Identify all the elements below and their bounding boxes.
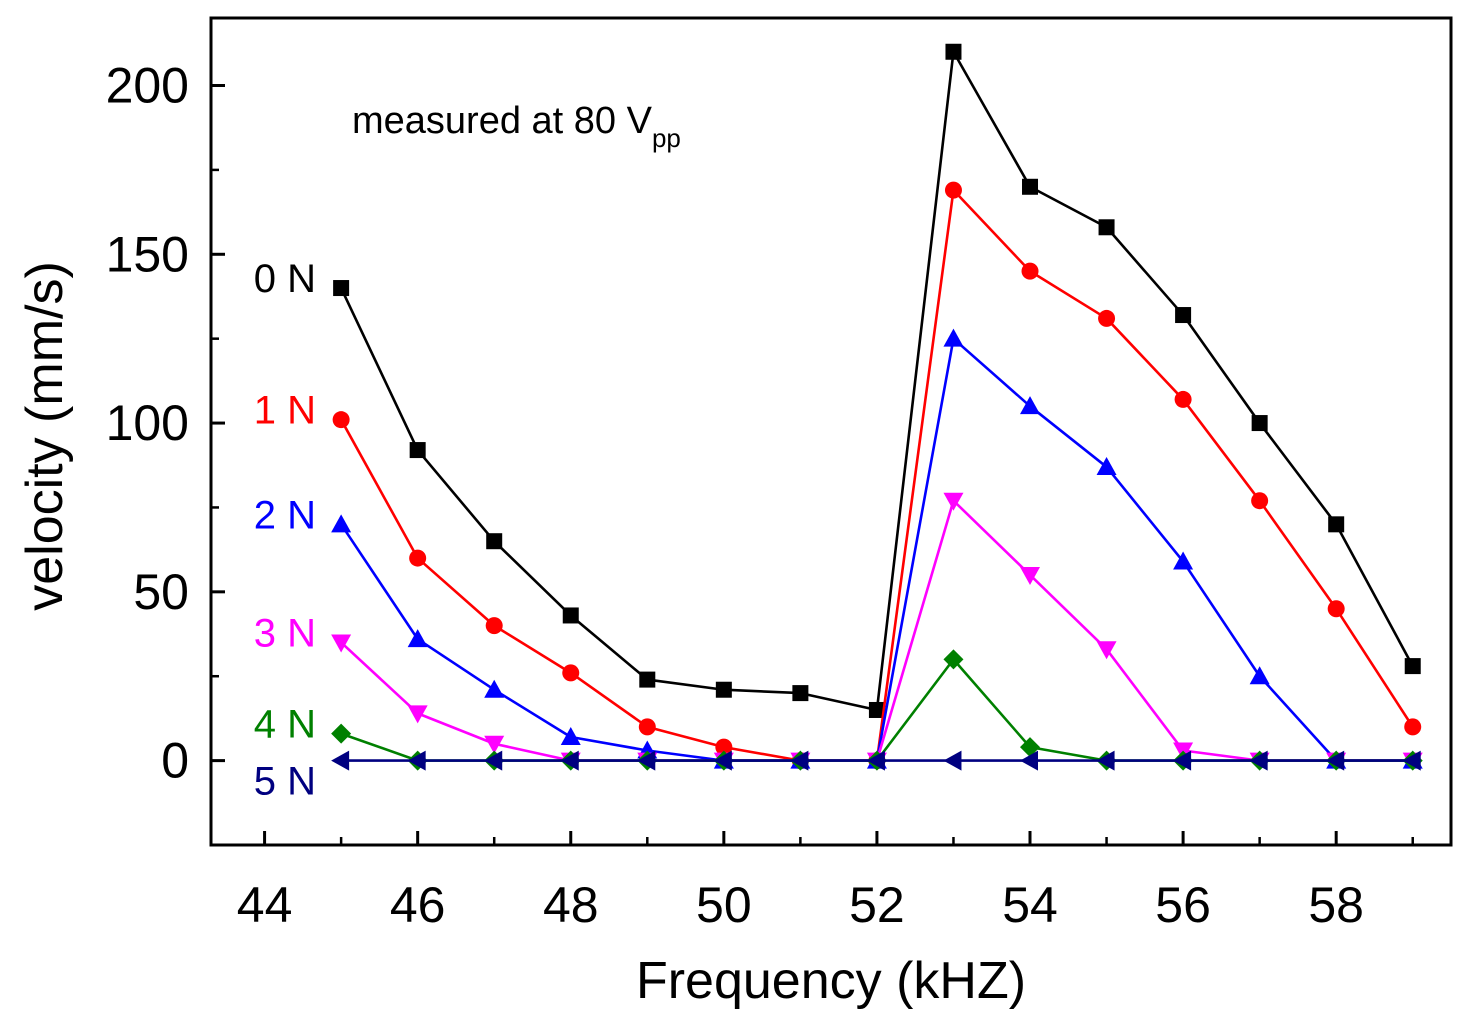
series-5	[331, 750, 1421, 771]
y-axis-title: velocity (mm/s)	[16, 261, 74, 611]
data-point	[1022, 178, 1039, 195]
data-point	[1096, 750, 1115, 771]
series-0	[333, 43, 1421, 718]
data-point	[562, 664, 580, 682]
series-label: 0 N	[254, 257, 316, 301]
y-tick-label: 50	[133, 564, 189, 620]
data-point	[637, 750, 656, 771]
data-point	[1249, 750, 1268, 771]
data-point	[1096, 641, 1117, 660]
data-point	[562, 607, 579, 624]
data-point	[332, 411, 350, 429]
data-point	[792, 685, 809, 702]
data-point	[1020, 750, 1039, 771]
data-point	[713, 750, 732, 771]
data-point	[943, 492, 964, 511]
data-point	[560, 750, 579, 771]
x-tick-label: 50	[696, 877, 752, 933]
data-point	[1098, 219, 1115, 236]
data-point	[1096, 456, 1117, 475]
data-point	[331, 634, 352, 653]
data-point	[1251, 492, 1269, 510]
data-point	[1098, 309, 1116, 327]
data-point	[409, 549, 427, 567]
data-point	[1175, 307, 1192, 324]
y-tick-label: 100	[106, 395, 189, 451]
data-point	[407, 750, 426, 771]
data-point	[484, 735, 505, 754]
x-tick-label: 52	[849, 877, 905, 933]
series-label: 2 N	[254, 493, 316, 537]
data-point	[1021, 262, 1039, 280]
data-point	[333, 280, 350, 297]
data-point	[866, 750, 885, 771]
y-tick-label: 0	[161, 733, 189, 789]
series-label: 1 N	[254, 389, 316, 433]
data-point	[486, 533, 503, 550]
data-point	[1326, 750, 1345, 771]
axis-ticks	[211, 84, 1414, 847]
x-tick-label: 44	[237, 877, 293, 933]
data-point	[1173, 551, 1194, 570]
data-point	[1404, 658, 1421, 675]
data-point	[1020, 737, 1041, 758]
data-point	[1402, 750, 1421, 771]
data-point	[715, 738, 733, 756]
series-label: 5 N	[254, 760, 316, 804]
data-point	[943, 328, 964, 347]
data-point	[485, 617, 503, 635]
data-point	[943, 750, 962, 771]
data-point	[407, 629, 428, 648]
x-tick-label: 56	[1155, 877, 1211, 933]
data-point	[331, 750, 350, 771]
axis-tick-labels: 44 46 48 50 52 54 56 58 0 50 100 150 200	[106, 58, 1364, 933]
data-point	[1020, 566, 1041, 585]
series-label: 4 N	[254, 703, 316, 747]
data-point	[484, 750, 503, 771]
data-point	[1174, 390, 1192, 408]
data-point	[944, 181, 962, 199]
plot-frame	[209, 16, 1453, 847]
data-point	[715, 681, 732, 698]
x-axis-title: Frequency (kHZ)	[636, 952, 1026, 1010]
data-point	[638, 718, 656, 736]
annotation-text: measured at 80 V	[352, 100, 653, 142]
data-point	[331, 723, 352, 744]
data-point	[409, 442, 426, 459]
data-point	[1327, 600, 1345, 618]
data-point	[407, 705, 428, 724]
data-point	[945, 43, 962, 60]
y-tick-label: 150	[106, 226, 189, 282]
data-point	[639, 671, 656, 688]
data-point	[1404, 718, 1422, 736]
data-point	[1173, 750, 1192, 771]
series-line	[339, 50, 1414, 712]
x-tick-label: 58	[1308, 877, 1364, 933]
data-point	[484, 679, 505, 698]
data-point	[1328, 516, 1345, 533]
series-group	[331, 43, 1423, 771]
series-labels: 0 N 1 N 2 N 3 N 4 N 5 N	[254, 257, 316, 804]
x-tick-label: 46	[390, 877, 446, 933]
x-tick-label: 54	[1002, 877, 1058, 933]
data-point	[943, 649, 964, 670]
annotation-subscript: pp	[652, 123, 681, 153]
data-point	[331, 514, 352, 533]
data-point	[560, 726, 581, 745]
y-tick-label: 200	[106, 58, 189, 114]
data-point	[868, 701, 885, 718]
data-point	[1249, 666, 1270, 685]
x-tick-label: 48	[543, 877, 599, 933]
data-point	[1251, 415, 1268, 432]
annotation: measured at 80 Vpp	[352, 100, 681, 153]
series-label: 3 N	[254, 611, 316, 655]
data-point	[790, 750, 809, 771]
data-point	[1020, 396, 1041, 415]
series-line	[339, 188, 1414, 762]
